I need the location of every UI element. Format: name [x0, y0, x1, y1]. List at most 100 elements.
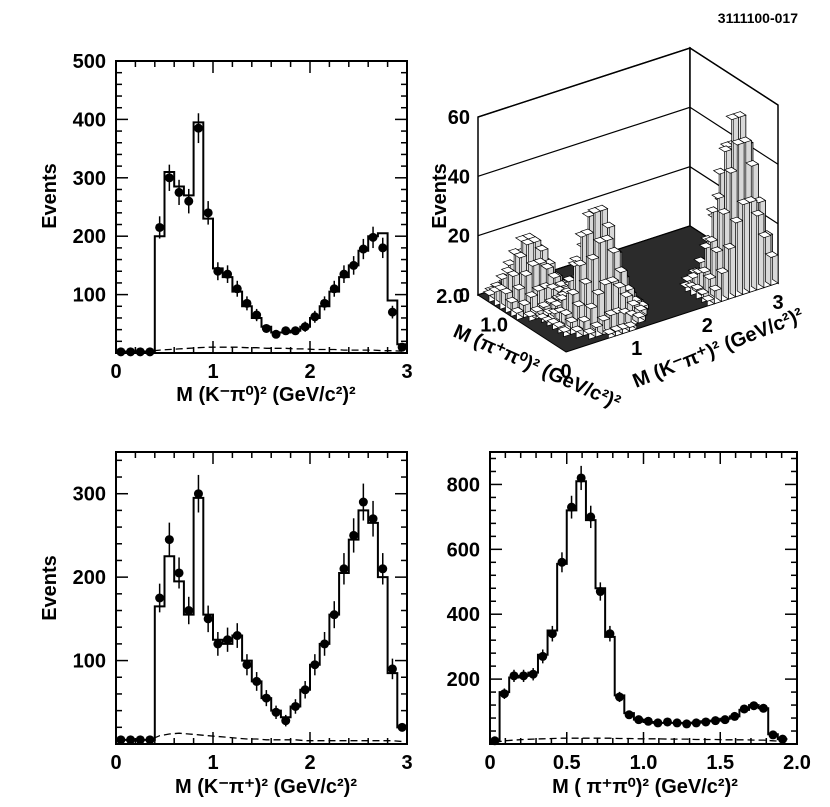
panel-bottom-left: 0 1 2 3 100 200 300 Events M (K⁻π⁺)² (GeV/c²)… — [39, 451, 413, 798]
x-tick-label: 2.0 — [783, 752, 811, 774]
data-point — [145, 347, 155, 357]
x-tick-label: 2 — [304, 752, 315, 774]
data-marker — [126, 347, 136, 357]
data-marker — [339, 564, 349, 574]
data-marker — [778, 734, 788, 744]
data-point — [203, 605, 213, 633]
data-marker — [271, 707, 281, 717]
lego-bar — [736, 198, 751, 295]
bar-top — [511, 283, 526, 291]
y-tick-label: 200 — [73, 567, 106, 589]
bar-top — [700, 294, 716, 302]
data-marker — [739, 704, 749, 714]
bar-top — [499, 287, 514, 295]
data-point — [126, 347, 136, 357]
bar-top — [576, 315, 592, 323]
x-axis-title: M ( π⁺π⁰)² (GeV/c²)² — [552, 776, 738, 798]
data-marker — [232, 284, 242, 294]
data-marker — [358, 244, 368, 254]
bar-top — [572, 259, 588, 267]
data-point — [643, 716, 653, 726]
data-point — [547, 625, 557, 642]
data-point — [145, 735, 155, 745]
data-marker — [203, 614, 213, 624]
data-point — [624, 710, 634, 720]
data-marker — [271, 329, 281, 339]
bar-top — [605, 276, 620, 283]
bar-side — [758, 209, 765, 289]
data-point — [378, 237, 388, 259]
bar-top — [539, 262, 555, 270]
bar-top — [764, 251, 779, 258]
y-tick-label: 500 — [73, 51, 106, 73]
bar-top — [554, 294, 570, 301]
data-marker — [567, 502, 577, 512]
data-marker — [126, 735, 136, 745]
z-tick-label: 60 — [448, 107, 470, 129]
data-marker — [310, 660, 320, 670]
x-tick-label: 3 — [401, 752, 412, 774]
bar-top — [596, 314, 611, 322]
bar-top — [613, 266, 629, 274]
bar-top — [705, 206, 720, 214]
data-marker — [184, 606, 194, 616]
data-marker — [691, 718, 701, 728]
data-point — [261, 323, 271, 333]
data-marker — [281, 716, 291, 726]
data-marker — [634, 715, 644, 725]
data-point — [300, 681, 310, 699]
data-point — [232, 623, 242, 648]
data-point — [710, 716, 720, 726]
data-marker — [662, 717, 672, 727]
data-marker — [768, 730, 778, 740]
data-marker — [310, 312, 320, 322]
data-point — [135, 735, 145, 745]
data-marker — [232, 631, 242, 641]
data-point — [349, 518, 359, 553]
bar-top — [534, 244, 549, 252]
data-point — [682, 719, 692, 729]
bar-top — [718, 145, 733, 153]
data-marker — [145, 735, 155, 745]
data-point — [387, 658, 397, 680]
data-point — [730, 711, 740, 721]
plot-frame — [489, 451, 798, 745]
x-tick-label: 2 — [702, 315, 713, 337]
data-point — [749, 701, 759, 711]
data-marker — [320, 298, 330, 308]
bar-side — [750, 195, 758, 291]
background-curve — [120, 346, 403, 352]
data-point — [672, 718, 682, 728]
data-marker — [223, 269, 233, 279]
data-marker — [528, 669, 538, 679]
bar-top — [551, 321, 567, 328]
bar-top — [517, 299, 532, 306]
data-point — [778, 734, 788, 744]
y-tick-label: 300 — [73, 484, 106, 506]
x-axis-title: M (K⁻π⁺)² (GeV/c²)² — [175, 776, 357, 798]
bar-top — [606, 246, 622, 254]
data-marker — [586, 512, 596, 522]
lego-bar — [569, 325, 585, 339]
data-marker — [720, 715, 730, 725]
figure-id: 3111100-017 — [718, 10, 798, 26]
bar-top — [599, 234, 614, 242]
data-point — [519, 669, 529, 682]
data-marker — [710, 716, 720, 726]
data-marker — [300, 322, 310, 332]
data-point — [339, 265, 349, 283]
bar-top — [709, 246, 724, 253]
data-marker — [252, 310, 262, 320]
bar-top — [504, 296, 519, 304]
bar-top — [619, 291, 634, 298]
bar-top — [582, 327, 597, 335]
bar-top — [522, 310, 537, 318]
data-point — [358, 483, 368, 521]
plot-frame — [115, 60, 408, 354]
data-point — [252, 672, 262, 691]
bar-top — [702, 273, 717, 280]
data-point — [378, 553, 388, 585]
y-tick-label: 400 — [73, 109, 106, 131]
lego-bar — [623, 321, 638, 332]
